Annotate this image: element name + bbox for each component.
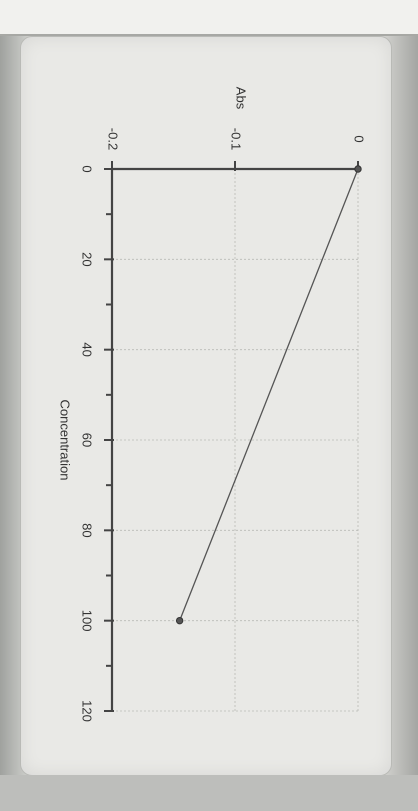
top-edge: [0, 0, 418, 36]
y-axis-title: Abs: [234, 87, 249, 110]
data-point: [354, 165, 362, 173]
bottom-edge: [0, 775, 418, 811]
x-tick-label: 0: [80, 165, 95, 172]
x-tick-label: 20: [80, 252, 95, 266]
grid: [112, 169, 359, 712]
x-tick-label: 120: [80, 700, 95, 722]
axes: 0 20 40 60 80 100 120 -0.2 -0.1 0 Concentration Abs: [58, 87, 367, 722]
x-tick-label: 60: [80, 433, 95, 447]
y-tick-label: 0: [352, 135, 367, 142]
y-tick-label: -0.2: [106, 128, 121, 150]
plot-area: [175, 165, 362, 625]
x-tick-label: 40: [80, 342, 95, 356]
x-tick-label: 100: [80, 610, 95, 632]
series-line: [179, 168, 359, 621]
x-axis-title: Concentration: [58, 400, 73, 481]
data-point: [175, 616, 184, 625]
x-tick-label: 80: [80, 523, 95, 537]
y-tick-label: -0.1: [229, 128, 244, 150]
chart-panel: [20, 36, 392, 776]
